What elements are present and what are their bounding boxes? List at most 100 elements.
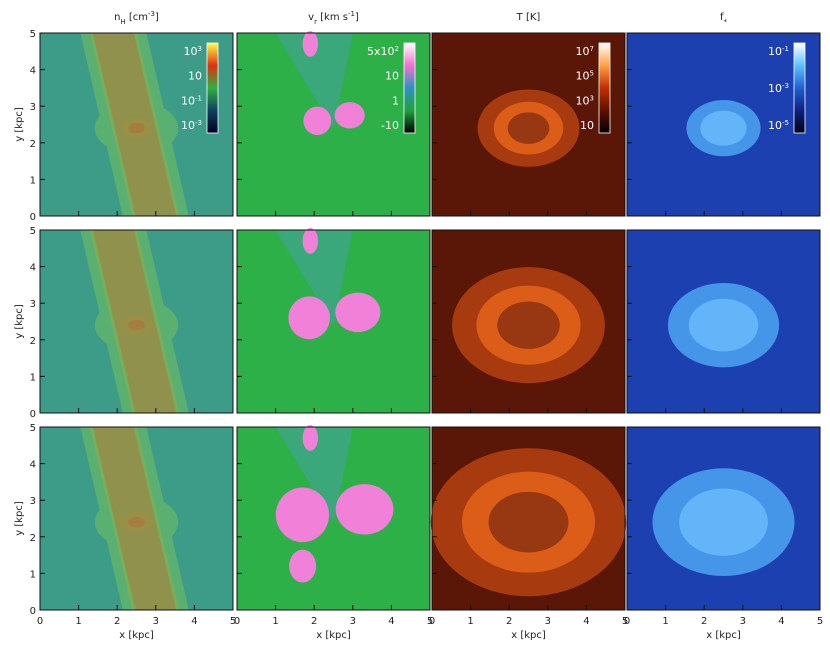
x-tick-label: 5 (230, 616, 236, 627)
colorbar-label-part: 10 (768, 45, 782, 58)
lobe (334, 102, 365, 129)
y-tick-label: 1 (30, 569, 36, 580)
colorbar (598, 42, 611, 134)
panel-frame (39, 426, 234, 611)
x-tick-label: 1 (662, 616, 668, 627)
panel-frame (39, 229, 234, 414)
outflow-cone (275, 427, 353, 523)
column-title-part: -3 (148, 10, 155, 18)
colorbar-label-part: 10 (576, 45, 590, 58)
region (700, 110, 747, 146)
filament (92, 33, 177, 216)
lobe (289, 549, 317, 583)
x-axis-label: x [kpc] (706, 630, 741, 641)
colorbar-label-part: 10 (184, 45, 198, 58)
colorbar-label: 10 (580, 119, 594, 132)
column-title-part: n (114, 12, 120, 23)
jet (302, 228, 319, 254)
panel (39, 229, 234, 414)
panel-frame (431, 229, 626, 414)
x-tick-label: 5 (622, 616, 628, 627)
x-tick-label: 3 (740, 616, 746, 627)
x-tick-label: 0 (37, 616, 43, 627)
column-title-part: * (724, 18, 728, 26)
x-axis-label: x [kpc] (119, 630, 154, 641)
colorbar-label: 10 (385, 70, 399, 83)
lobe (335, 292, 381, 333)
panel-frame (431, 426, 626, 611)
column-title: vr [km s-1] (308, 10, 359, 26)
y-tick-label: 2 (30, 533, 36, 544)
colorbar-label-part: 3 (590, 94, 594, 102)
colorbar-label: 10-5 (768, 119, 789, 132)
colorbar (793, 42, 806, 134)
panel-frame (626, 229, 821, 414)
panel (236, 425, 431, 611)
x-tick-label: 0 (429, 616, 435, 627)
colorbar-label-part: 10 (576, 94, 590, 107)
y-axis-label: y [kpc] (14, 304, 25, 339)
y-axis-label: y [kpc] (14, 107, 25, 142)
jet (302, 425, 319, 451)
x-tick-label: 3 (350, 616, 356, 627)
colorbar-label-part: -3 (782, 82, 789, 90)
lobe (303, 106, 332, 136)
filament (92, 230, 177, 413)
colorbar-label-part: -1 (782, 45, 789, 53)
panel-frame (626, 32, 821, 217)
x-axis-label: x [kpc] (316, 630, 351, 641)
colorbar-label-part: 5x10 (367, 45, 395, 58)
x-axis-label: x [kpc] (511, 630, 546, 641)
colorbar-label: 10-3 (181, 119, 202, 132)
column-title: f* (720, 12, 728, 26)
colorbar-label: 10-1 (768, 45, 789, 58)
core (120, 117, 153, 139)
column-title: nH [cm-3] (114, 10, 159, 26)
colorbar-label-part: 7 (590, 45, 594, 53)
colorbar-label-part: 1 (392, 94, 399, 107)
y-tick-label: 5 (30, 226, 36, 237)
colorbar-label-part: 10 (385, 70, 399, 83)
colorbar-label-part: -3 (195, 119, 202, 127)
x-tick-label: 4 (778, 616, 784, 627)
y-tick-label: 4 (30, 66, 36, 77)
core (120, 511, 153, 533)
y-tick-label: 4 (30, 460, 36, 471)
colorbar-label-part: 10 (768, 82, 782, 95)
filament (92, 427, 177, 610)
panel (39, 426, 234, 611)
y-tick-label: 0 (30, 409, 36, 420)
colorbar-label: 105 (576, 70, 594, 83)
colorbar-label: 10-1 (181, 94, 202, 107)
core (120, 314, 153, 336)
column-title-part: f (720, 12, 724, 23)
jet (302, 31, 319, 57)
column-title-part: [cm (126, 12, 148, 23)
x-tick-label: 3 (545, 616, 551, 627)
panel-frame (39, 32, 234, 217)
y-axis-label: y [kpc] (14, 501, 25, 536)
y-tick-label: 5 (30, 423, 36, 434)
column-title-part: ] (355, 12, 359, 23)
colorbar (403, 42, 416, 134)
y-tick-label: 1 (30, 175, 36, 186)
panel-frame (236, 426, 431, 611)
column-title-part: T [K] (516, 12, 541, 23)
colorbar-label: 10-3 (768, 82, 789, 95)
colorbar-label: 1 (392, 94, 399, 107)
region (488, 491, 569, 553)
colorbar-label-part: -5 (782, 119, 789, 127)
column-title-part: v (308, 12, 314, 23)
panel-frame (236, 32, 431, 217)
colorbar (206, 42, 219, 134)
y-tick-label: 1 (30, 372, 36, 383)
lobe (275, 487, 330, 543)
colorbar-label: -10 (381, 119, 399, 132)
colorbar-label-part: 10 (181, 119, 195, 132)
x-tick-label: 0 (234, 616, 240, 627)
x-tick-label: 2 (114, 616, 120, 627)
panel-frame (626, 426, 821, 611)
colorbar-label: 10 (188, 70, 202, 83)
y-tick-label: 3 (30, 299, 36, 310)
y-tick-label: 2 (30, 139, 36, 150)
